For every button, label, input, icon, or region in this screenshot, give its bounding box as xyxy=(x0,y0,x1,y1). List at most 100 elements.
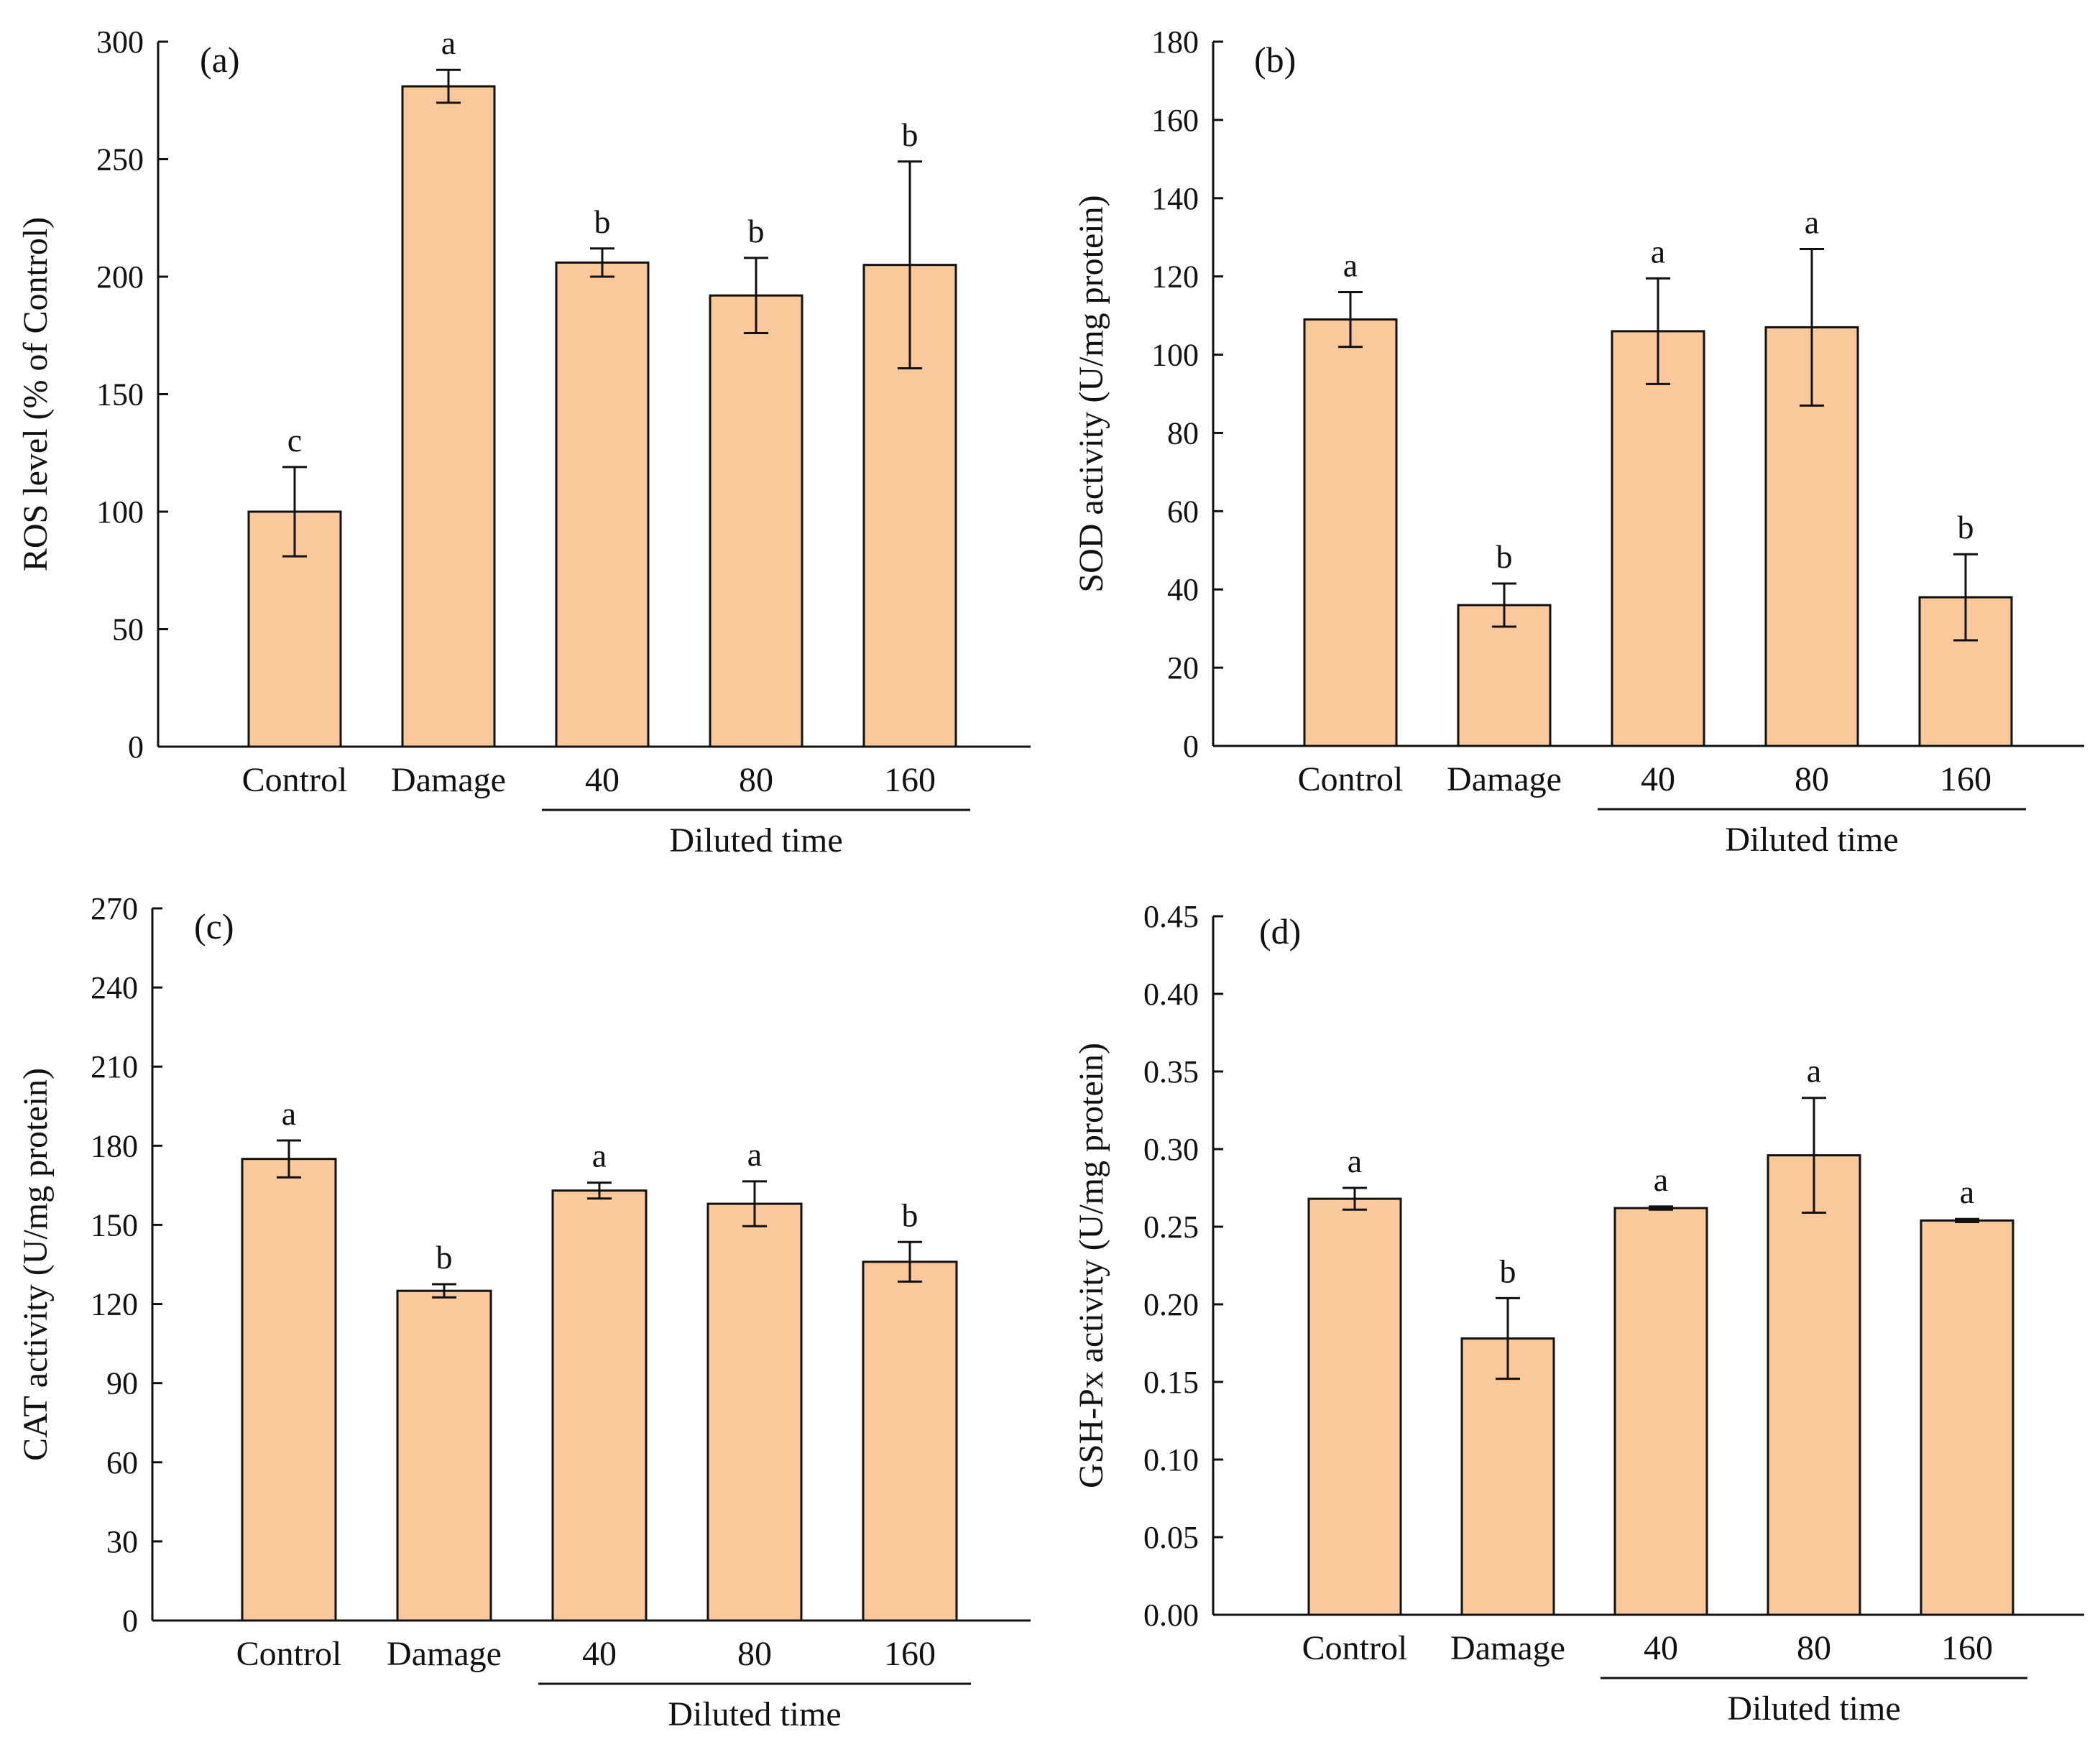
y-tick-label: 150 xyxy=(96,377,144,412)
y-tick-label: 300 xyxy=(96,24,144,60)
significance-letter: c xyxy=(287,422,302,458)
category-label: 160 xyxy=(1941,1629,1993,1667)
y-tick-label: 0 xyxy=(1183,729,1199,764)
error-bar xyxy=(282,466,307,558)
significance-letter: a xyxy=(282,1095,296,1132)
error-bar xyxy=(1802,1097,1826,1214)
category-label: Damage xyxy=(1450,1629,1565,1667)
y-axis-title: CAT activity (U/mg protein) xyxy=(17,1068,55,1461)
y-tick-label: 180 xyxy=(1151,24,1199,60)
category-label: 80 xyxy=(739,761,773,799)
y-tick-label: 30 xyxy=(106,1524,138,1559)
bar xyxy=(1460,1337,1555,1616)
y-tick-label: 0.35 xyxy=(1143,1054,1199,1089)
error-bar xyxy=(436,68,461,104)
error-bar xyxy=(1343,1186,1367,1211)
error-bar xyxy=(1492,582,1516,628)
significance-letter: a xyxy=(1651,233,1665,269)
category-label: Damage xyxy=(391,761,506,799)
y-tick-label: 240 xyxy=(91,970,138,1005)
panel-d: 0.00 0.05 0.10 0.15 0.20 0.25 0.30 0.35 0.40 0.45… xyxy=(1072,899,2084,1728)
error-bar xyxy=(744,257,768,334)
y-tick-label: 160 xyxy=(1151,103,1199,138)
significance-letter: a xyxy=(592,1138,607,1174)
bar xyxy=(1303,318,1398,747)
significance-letter: b xyxy=(594,203,611,240)
y-tick-label: 200 xyxy=(96,259,144,295)
y-tick-label: 60 xyxy=(1167,494,1199,529)
error-bar xyxy=(1646,277,1670,385)
category-label: Control xyxy=(1298,760,1404,798)
group-label: Diluted time xyxy=(1725,821,1898,859)
bar xyxy=(1767,1154,1861,1616)
error-bar xyxy=(590,247,614,278)
panel-tag: (a) xyxy=(200,40,240,80)
y-tick-label: 140 xyxy=(1151,181,1199,216)
error-bar xyxy=(1649,1205,1673,1211)
y-tick-label: 0.25 xyxy=(1143,1209,1199,1245)
category-label: Control xyxy=(242,761,348,799)
y-tick-label: 0.40 xyxy=(1143,977,1199,1012)
y-tick-label: 270 xyxy=(91,891,138,926)
panel-tag: (b) xyxy=(1254,40,1296,80)
significance-letter: b xyxy=(1958,509,1974,545)
y-axis-title: ROS level (% of Control) xyxy=(17,217,55,571)
bar xyxy=(1920,1219,2014,1616)
panel-c: 0 30 60 90 120 150 180 210 240 270 CAT activity (U… xyxy=(17,891,1031,1733)
panel-b: 0 20 40 60 80 100 120 140 160 180 SOD activity (U/… xyxy=(1072,24,2084,859)
bar xyxy=(706,1202,803,1622)
y-tick-label: 100 xyxy=(96,494,144,530)
y-tick-label: 150 xyxy=(91,1207,138,1243)
panel-a: 0 50 100 150 200 250 300 ROS level (% of Contro… xyxy=(17,24,1031,859)
y-tick-label: 0.10 xyxy=(1143,1442,1199,1478)
y-tick-label: 250 xyxy=(96,142,144,178)
group-label: Diluted time xyxy=(669,821,842,859)
y-tick-label: 120 xyxy=(91,1287,138,1322)
y-tick-label: 0.20 xyxy=(1143,1287,1199,1322)
category-label: 160 xyxy=(884,1635,936,1673)
significance-letter: b xyxy=(748,213,765,249)
y-tick-label: 50 xyxy=(112,612,144,647)
bar xyxy=(555,261,650,748)
y-tick-label: 0.05 xyxy=(1143,1520,1199,1555)
error-bar xyxy=(1496,1296,1520,1380)
error-bar xyxy=(1338,290,1363,349)
bar xyxy=(241,1158,337,1622)
y-tick-label: 20 xyxy=(1167,650,1199,686)
bar xyxy=(1611,330,1705,747)
bar xyxy=(862,1260,958,1622)
bar xyxy=(1457,604,1552,747)
y-tick-label: 180 xyxy=(91,1128,138,1163)
category-label: 80 xyxy=(737,1635,772,1673)
bar xyxy=(1613,1207,1708,1616)
panel-tag: (c) xyxy=(194,906,234,946)
error-bar xyxy=(1800,248,1824,407)
significance-letter: a xyxy=(441,24,456,61)
category-label: 40 xyxy=(582,1635,617,1673)
significance-letter: a xyxy=(1805,204,1819,241)
y-tick-label: 100 xyxy=(1151,338,1199,373)
y-axis-title: GSH-Px activity (U/mg protein) xyxy=(1072,1043,1110,1488)
bar xyxy=(396,1289,492,1622)
significance-letter: b xyxy=(902,1197,918,1233)
group-label: Diluted time xyxy=(668,1695,841,1733)
error-bar xyxy=(898,160,922,370)
y-tick-label: 0.00 xyxy=(1143,1598,1199,1633)
y-tick-label: 120 xyxy=(1151,259,1199,295)
y-tick-label: 0.45 xyxy=(1143,899,1199,934)
significance-letter: a xyxy=(747,1136,762,1173)
significance-letter: a xyxy=(1348,1143,1362,1179)
group-label: Diluted time xyxy=(1727,1690,1900,1728)
category-label: 40 xyxy=(1641,760,1675,798)
category-label: Damage xyxy=(387,1635,502,1673)
y-axis-title: SOD activity (U/mg protein) xyxy=(1072,195,1110,592)
y-tick-label: 0.15 xyxy=(1143,1365,1199,1400)
category-label: 160 xyxy=(1940,760,1991,798)
significance-letter: b xyxy=(1500,1253,1516,1289)
error-bar xyxy=(742,1180,767,1227)
category-label: Control xyxy=(1302,1629,1408,1667)
significance-letter: a xyxy=(1807,1053,1821,1089)
error-bar xyxy=(1955,1217,1979,1224)
bar xyxy=(401,85,496,748)
